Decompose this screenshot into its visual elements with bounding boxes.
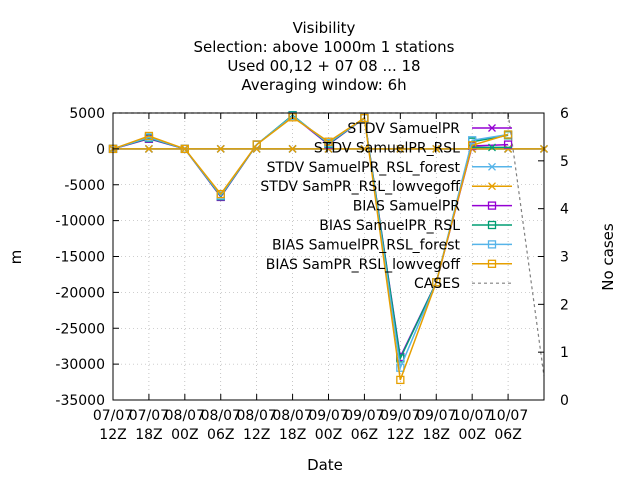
data-point-square-marker [144, 131, 154, 141]
x-tick-label-hour: 18Z [135, 427, 162, 443]
x-tick-label-date: 09/07 [308, 408, 348, 424]
data-point-x-marker [288, 144, 297, 153]
data-point-square-marker [396, 375, 405, 385]
y-axis-label: m [7, 250, 25, 265]
data-point-square-marker [252, 140, 261, 149]
x-tick-label-hour: 00Z [458, 427, 485, 443]
x-tick-label-hour: 06Z [207, 427, 234, 443]
x-tick-label-date: 09/07 [380, 408, 420, 424]
title-line-2: Selection: above 1000m 1 stations [193, 38, 454, 56]
y-tick-label: -15000 [55, 250, 105, 266]
x-tick-label-date: 08/07 [201, 408, 241, 424]
x-tick-label-date: 09/07 [344, 408, 384, 424]
data-point-square-marker [396, 363, 405, 372]
chart-title: Visibility Selection: above 1000m 1 stat… [193, 19, 454, 94]
y-tick-label: -35000 [55, 393, 105, 409]
data-point-square-marker [432, 278, 441, 287]
title-line-4: Averaging window: 6h [241, 76, 406, 94]
legend-label: CASES [414, 276, 460, 292]
legend-label: BIAS SamPR_RSL_lowvegoff [266, 257, 461, 273]
data-point-square-marker [180, 144, 189, 154]
y2-axis-label: No cases [599, 223, 617, 291]
x-tick-label-hour: 06Z [351, 427, 378, 443]
data-point-square-marker [468, 136, 477, 145]
x-tick-label-date: 07/07 [129, 408, 169, 424]
y2-tick-label: 6 [560, 106, 569, 122]
x-tick-label-hour: 12Z [99, 427, 126, 443]
data-point-square-marker [487, 220, 497, 230]
data-point-x-marker [216, 144, 225, 153]
data-point-x-marker [396, 144, 405, 153]
x-tick-label-hour: 00Z [171, 427, 198, 443]
legend: STDV SamuelPR STDV SamuelPR_RSL STDV Samue… [260, 121, 512, 292]
x-tick-label-hour: 06Z [494, 427, 521, 443]
legend-label: BIAS SamuelPR [353, 199, 461, 215]
y2-tick-label: 5 [560, 154, 569, 170]
data-point-square-marker [216, 189, 225, 199]
x-tick-label-hour: 18Z [423, 427, 450, 443]
series-bias-sampr-rsl-lowvegoff [108, 113, 513, 385]
x-tick-label-hour: 12Z [243, 427, 270, 443]
data-point-square-marker [487, 259, 497, 268]
y-tick-label: -5000 [64, 178, 105, 194]
y2-tick-label: 1 [560, 345, 569, 361]
x-axis-label: Date [307, 456, 343, 474]
data-point-square-marker [487, 240, 497, 249]
y2-tick-label: 2 [560, 297, 569, 313]
series-line [112, 116, 509, 381]
series-layer [108, 111, 548, 385]
y2-tick-label: 3 [560, 250, 569, 266]
x-tick-label-date: 07/07 [93, 408, 133, 424]
data-point-square-marker [324, 137, 333, 146]
y-tick-label: -10000 [55, 214, 105, 230]
legend-label: STDV SamuelPR_RSL [314, 140, 460, 156]
data-point-x-marker [432, 144, 441, 153]
x-tick-label-date: 08/07 [272, 408, 312, 424]
legend-label: STDV SamPR_RSL_lowvegoff [260, 179, 460, 195]
data-point-square-marker [487, 201, 497, 210]
x-tick-label-date: 10/07 [488, 408, 528, 424]
data-point-x-marker [488, 162, 496, 171]
x-tick-label-date: 09/07 [416, 408, 456, 424]
legend-label: STDV SamuelPR_RSL_forest [267, 160, 461, 176]
data-point-x-marker [488, 143, 496, 152]
y-tick-label: 5000 [69, 106, 105, 122]
data-point-x-marker [488, 124, 496, 132]
x-tick-label-hour: 12Z [387, 427, 414, 443]
x-tick-label-date: 08/07 [236, 408, 276, 424]
y-tick-label: -25000 [55, 321, 105, 337]
data-point-x-marker [252, 144, 261, 153]
data-point-x-marker [504, 144, 513, 153]
legend-label: BIAS SamuelPR_RSL [319, 218, 460, 234]
title-line-3: Used 00,12 + 07 08 ... 18 [227, 57, 420, 75]
data-point-x-marker [144, 144, 153, 153]
data-point-x-marker [488, 182, 496, 191]
y2-tick-label: 4 [560, 202, 569, 218]
y-tick-label: -20000 [55, 285, 105, 301]
x-tick-label-hour: 00Z [315, 427, 342, 443]
x-tick-label-date: 08/07 [165, 408, 205, 424]
y-tick-label: 0 [96, 142, 105, 158]
axis-ticks: 5000 0 -5000 -10000 -15000 -20000 -25000 -30000… [55, 106, 569, 443]
y-tick-label: -30000 [55, 357, 105, 373]
legend-label: STDV SamuelPR [347, 121, 460, 137]
title-line-1: Visibility [293, 19, 356, 37]
legend-label: BIAS SamuelPR_RSL_forest [272, 237, 461, 253]
data-point-x-marker [360, 144, 369, 153]
x-tick-label-hour: 18Z [279, 427, 306, 443]
data-point-square-marker [468, 141, 477, 150]
y2-tick-label: 0 [560, 393, 569, 409]
x-tick-label-date: 10/07 [452, 408, 492, 424]
